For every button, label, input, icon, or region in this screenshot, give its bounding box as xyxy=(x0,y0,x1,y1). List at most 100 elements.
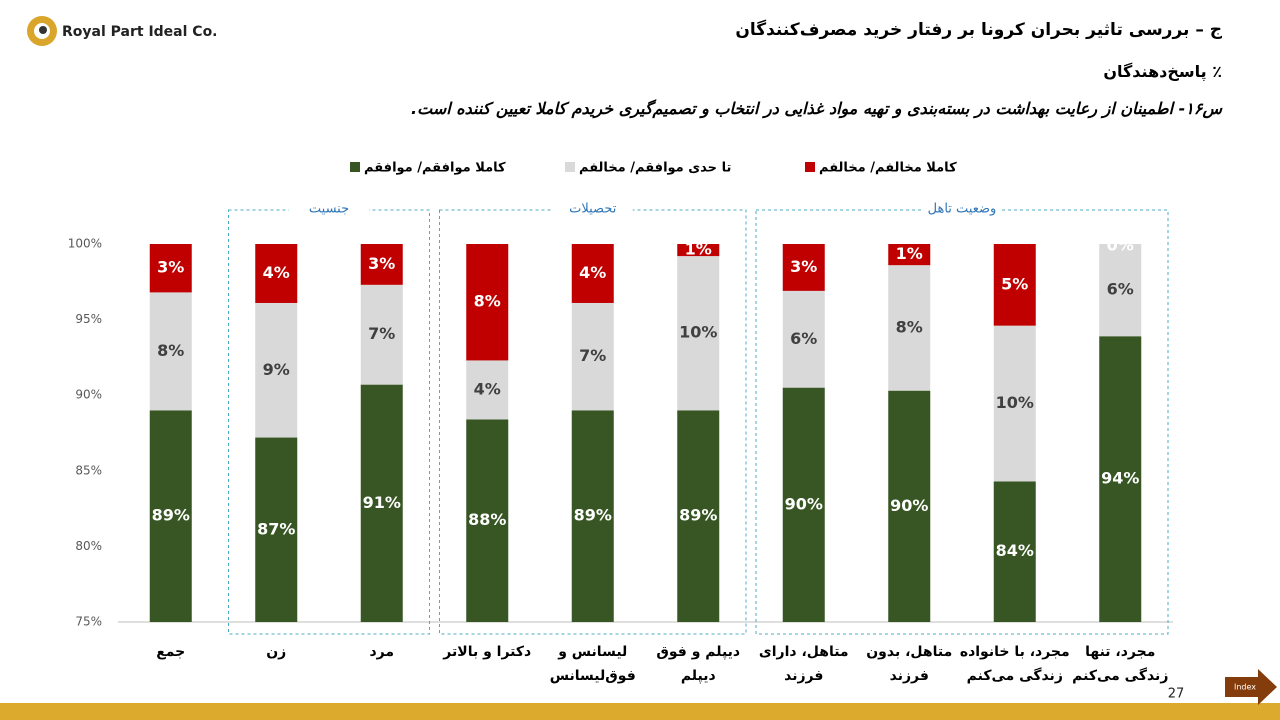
bar-segment xyxy=(466,244,509,361)
group-label-bg xyxy=(289,200,369,218)
question: س۱۶- اطمینان از رعایت بهداشت در بسته‌بند… xyxy=(411,99,1222,118)
group-box xyxy=(439,209,747,635)
bar-segment xyxy=(149,292,192,411)
logo-core xyxy=(39,26,47,34)
x-tick-label: زن xyxy=(266,644,287,660)
data-label: 1% xyxy=(685,240,712,259)
x-tick-label: مجرد، تنها زندگی می‌کنم xyxy=(1072,644,1169,684)
data-label: 8% xyxy=(157,341,184,360)
data-label: 3% xyxy=(790,257,817,276)
bar-segment xyxy=(888,390,931,622)
data-label: 6% xyxy=(1107,280,1134,299)
bar-segment xyxy=(993,244,1036,326)
data-label: 10% xyxy=(996,393,1034,412)
data-label: 8% xyxy=(474,292,501,311)
bar-segment xyxy=(888,265,931,391)
data-label: 10% xyxy=(679,323,717,342)
bar-segment xyxy=(571,302,614,411)
footer-bar xyxy=(0,703,1280,720)
data-label: 89% xyxy=(574,506,612,525)
group-label: جنسیت xyxy=(309,202,349,217)
index-arrow[interactable] xyxy=(1225,669,1277,705)
y-tick-label: 90% xyxy=(75,388,102,402)
bar-segment xyxy=(782,290,825,388)
bar-segment xyxy=(255,437,298,622)
data-label: 1% xyxy=(896,244,923,263)
group-box xyxy=(228,209,430,635)
x-tick-label: متاهل، دارای فرزند xyxy=(758,644,849,684)
index-label[interactable]: Index xyxy=(1234,683,1256,692)
data-label: 94% xyxy=(1101,469,1139,488)
group-label-bg xyxy=(922,200,1002,218)
bar-segment xyxy=(360,284,403,385)
data-label: 7% xyxy=(579,346,606,365)
data-label: 90% xyxy=(785,494,823,513)
data-label: 9% xyxy=(263,360,290,379)
index-button[interactable]: Index xyxy=(1225,669,1277,705)
bar-segment xyxy=(466,419,509,622)
subtitle: ٪ پاسخ‌دهندگان xyxy=(1103,62,1222,81)
data-label: 6% xyxy=(790,329,817,348)
legend-label: کاملا موافقم/ موافقم xyxy=(364,161,506,176)
y-tick-label: 95% xyxy=(75,312,102,326)
bar-segment xyxy=(466,360,509,420)
bar-segment xyxy=(782,244,825,291)
data-label: 0% xyxy=(1107,236,1134,255)
legend-label: کاملا مخالفم/ مخالفم xyxy=(819,161,957,176)
data-label: 4% xyxy=(474,379,501,398)
legend-label: تا حدی موافقم/ مخالفم xyxy=(579,161,731,176)
legend-swatch xyxy=(565,162,575,172)
bar-segment xyxy=(149,244,192,293)
data-label: 5% xyxy=(1001,274,1028,293)
legend-swatch xyxy=(350,162,360,172)
bar-segment xyxy=(993,325,1036,482)
data-label: 8% xyxy=(896,317,923,336)
company-name: Royal Part Ideal Co. xyxy=(62,24,218,40)
data-label: 88% xyxy=(468,510,506,529)
data-label: 90% xyxy=(890,496,928,515)
bar-segment xyxy=(360,384,403,622)
x-tick-label: متاهل، بدون فرزند xyxy=(866,644,953,684)
data-label: 7% xyxy=(368,324,395,343)
data-label: 3% xyxy=(368,254,395,273)
bar-segment xyxy=(571,410,614,622)
bar-segment xyxy=(677,244,720,257)
group-label: وضعیت تاهل xyxy=(928,202,997,217)
y-tick-label: 85% xyxy=(75,463,102,477)
group-label: تحصیلات xyxy=(569,202,617,217)
data-label: 89% xyxy=(152,506,190,525)
x-tick-label: دیپلم و فوق دیپلم xyxy=(656,644,741,684)
bar-segment xyxy=(255,244,298,303)
bar-segment xyxy=(1099,336,1142,622)
data-label: 3% xyxy=(157,258,184,277)
legend-swatch xyxy=(805,162,815,172)
bar-segment xyxy=(677,256,720,411)
x-tick-label: لیسانس و فوق‌لیسانس xyxy=(549,644,636,684)
bar-segment xyxy=(782,387,825,622)
bar-segment xyxy=(993,481,1036,622)
data-label: 89% xyxy=(679,506,717,525)
bar-segment xyxy=(888,244,931,266)
data-label: 87% xyxy=(257,519,295,538)
title: ج – بررسی تاثیر بحران کرونا بر رفتار خری… xyxy=(735,20,1222,40)
bar-segment xyxy=(149,410,192,622)
bar-segment xyxy=(360,244,403,285)
bar-segment xyxy=(677,410,720,622)
group-label-bg xyxy=(552,200,633,218)
data-label: 4% xyxy=(579,263,606,282)
bar-segment xyxy=(255,302,298,438)
data-label: 84% xyxy=(996,541,1034,560)
page-number: 27 xyxy=(1168,687,1185,702)
y-tick-label: 100% xyxy=(68,237,102,251)
y-tick-label: 75% xyxy=(75,615,102,629)
x-tick-label: مجرد، با خانواده زندگی می‌کنم xyxy=(959,644,1070,684)
data-label: 91% xyxy=(363,493,401,512)
y-tick-label: 80% xyxy=(75,539,102,553)
x-tick-label: دکترا و بالاتر xyxy=(443,644,532,660)
bar-segment xyxy=(1099,244,1142,337)
bar-segment xyxy=(571,244,614,303)
x-tick-label: مرد xyxy=(369,644,395,660)
x-tick-label: جمع xyxy=(156,644,186,660)
